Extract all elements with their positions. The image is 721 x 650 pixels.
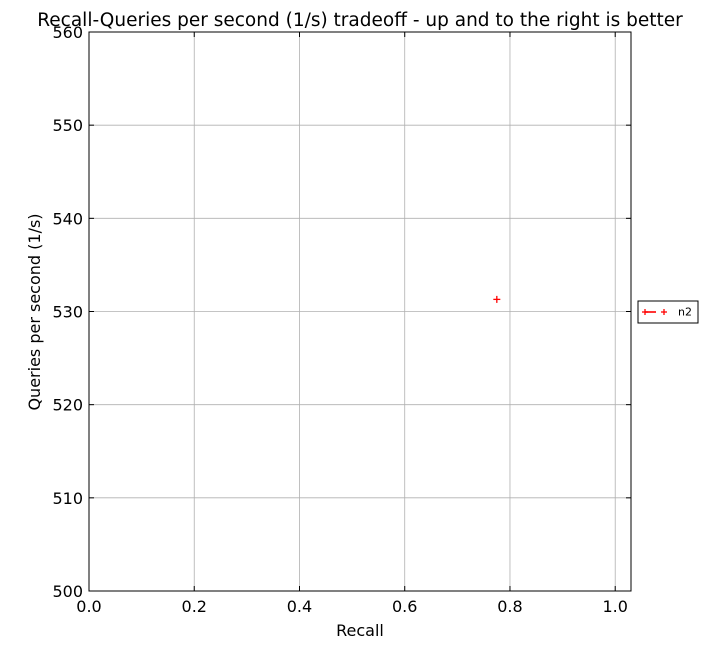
x-tick-label: 0.8 bbox=[497, 597, 522, 616]
grid bbox=[88, 31, 631, 592]
legend-label-n2: n2 bbox=[678, 306, 692, 319]
legend-marker-n2 bbox=[642, 309, 667, 315]
y-axis-label: Queries per second (1/s) bbox=[25, 213, 44, 410]
y-tick-label: 510 bbox=[52, 489, 83, 508]
x-tick-label: 1.0 bbox=[602, 597, 627, 616]
x-tick-label: 0.2 bbox=[182, 597, 207, 616]
y-tick-label: 550 bbox=[52, 116, 83, 135]
x-axis-tick-labels: 0.0 0.2 0.4 0.6 0.8 1.0 bbox=[76, 597, 628, 616]
x-axis-label: Recall bbox=[336, 621, 384, 640]
y-tick-label: 520 bbox=[52, 396, 83, 415]
y-tick-label: 500 bbox=[52, 582, 83, 601]
y-tick-label: 530 bbox=[52, 303, 83, 322]
x-tick-label: 0.4 bbox=[287, 597, 312, 616]
y-tick-label: 560 bbox=[52, 23, 83, 42]
x-tick-label: 0.6 bbox=[392, 597, 417, 616]
legend: n2 bbox=[637, 300, 699, 324]
x-tick-label: 0.0 bbox=[76, 597, 101, 616]
data-point-n2 bbox=[493, 295, 501, 303]
legend-box bbox=[637, 300, 699, 324]
y-tick-label: 540 bbox=[52, 209, 83, 228]
y-axis-tick-labels: 500 510 520 530 540 550 560 bbox=[52, 23, 83, 601]
axis-ticks bbox=[88, 31, 631, 592]
plot-area bbox=[493, 295, 501, 303]
chart-title: Recall-Queries per second (1/s) tradeoff… bbox=[37, 10, 683, 31]
